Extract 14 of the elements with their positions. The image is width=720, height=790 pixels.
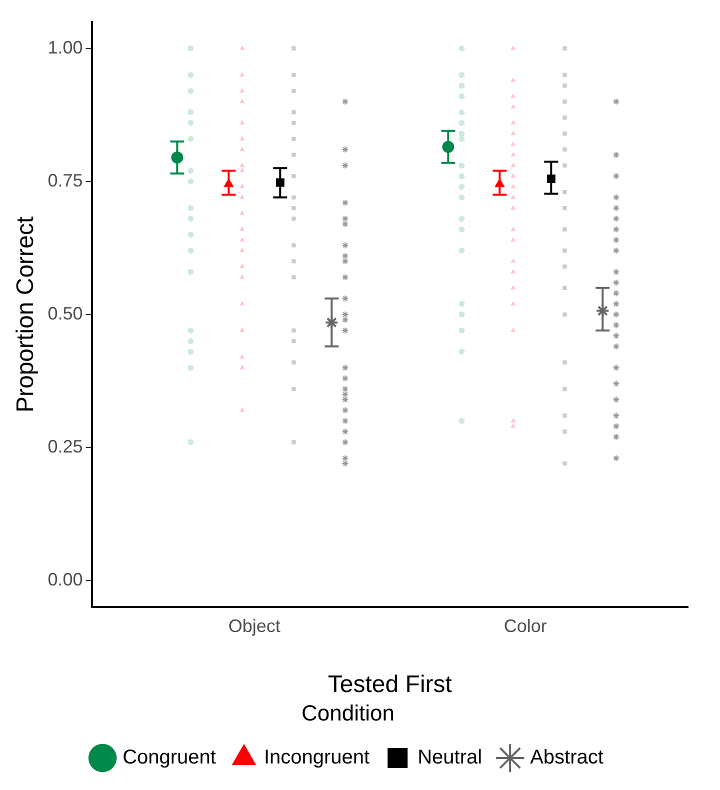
y-tick-label: 0.25 [48, 436, 83, 457]
legend-label: Abstract [530, 746, 604, 769]
y-tick-label: 0.75 [48, 170, 83, 190]
x-axis-title: Tested First [328, 670, 452, 698]
legend-label: Congruent [122, 746, 216, 769]
y-tick-label: 0.00 [48, 570, 83, 590]
legend-label: Neutral [418, 746, 482, 769]
x-tick-label: Object [228, 616, 280, 636]
legend-title: Condition [302, 700, 394, 726]
y-tick-label: 0.50 [48, 303, 83, 324]
x-tick-label: Color [504, 616, 547, 636]
legend-label: Incongruent [264, 746, 370, 769]
y-tick-label: 1.00 [48, 37, 83, 58]
y-axis-title: Proportion Correct [12, 216, 40, 413]
